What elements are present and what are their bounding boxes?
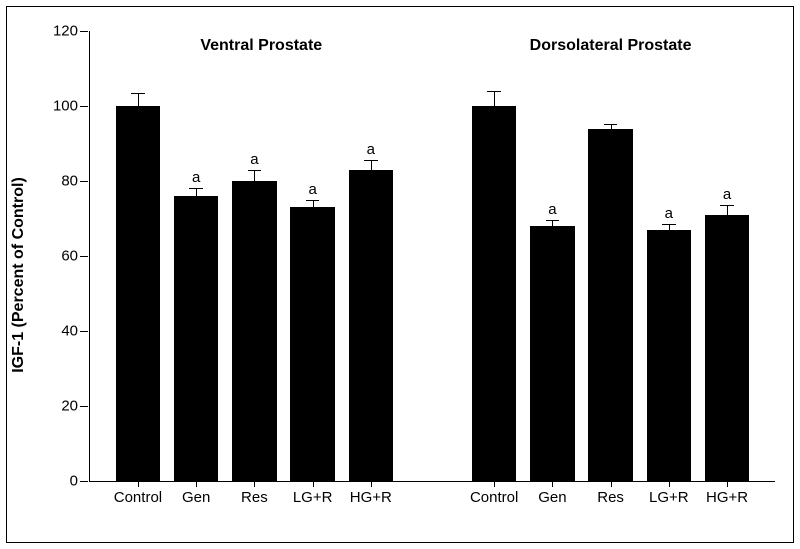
x-tick [371,481,372,487]
chart-frame: IGF-1 (Percent of Control) Ventral Prost… [6,6,794,543]
y-tick [80,31,88,32]
error-bar-stem [254,170,255,181]
x-tick [669,481,670,487]
group-title: Ventral Prostate [200,37,322,55]
x-tick-label: LG+R [649,489,689,506]
error-bar-cap [546,220,560,221]
x-tick-label: LG+R [293,489,333,506]
group-title: Dorsolateral Prostate [530,37,692,55]
plot-area: Ventral ProstateControlaGenaResaLG+RaHG+… [89,31,775,482]
bar [472,106,517,481]
significance-label: a [192,169,200,186]
significance-label: a [250,151,258,168]
bar [349,170,394,481]
y-tick-label: 0 [40,473,78,490]
bar [290,207,335,481]
bar [530,226,575,481]
bar [705,215,750,481]
significance-label: a [548,201,556,218]
x-tick [494,481,495,487]
y-tick-label: 60 [40,248,78,265]
error-bar-stem [727,205,728,215]
chart-container: IGF-1 (Percent of Control) Ventral Prost… [0,0,800,549]
error-bar-cap [248,170,262,171]
y-tick [80,481,88,482]
y-tick-label: 100 [40,98,78,115]
y-tick-label: 120 [40,23,78,40]
x-tick-label: Gen [538,489,566,506]
error-bar-cap [487,91,501,92]
x-tick [196,481,197,487]
bar [116,106,161,481]
bar [588,129,633,482]
y-tick [80,256,88,257]
x-tick-label: Gen [182,489,210,506]
x-tick [313,481,314,487]
x-tick [552,481,553,487]
y-tick [80,181,88,182]
y-tick-label: 20 [40,398,78,415]
y-tick [80,106,88,107]
x-tick-label: Res [597,489,624,506]
significance-label: a [723,186,731,203]
y-tick [80,331,88,332]
y-tick [80,406,88,407]
x-tick [727,481,728,487]
error-bar-cap [662,224,676,225]
error-bar-stem [494,91,495,106]
y-axis-title: IGF-1 (Percent of Control) [10,177,28,373]
error-bar-cap [364,160,378,161]
error-bar-cap [189,188,203,189]
plot-inner: Ventral ProstateControlaGenaResaLG+RaHG+… [90,31,775,481]
significance-label: a [308,181,316,198]
x-tick [254,481,255,487]
y-tick-label: 80 [40,173,78,190]
x-tick-label: Control [470,489,518,506]
bar [174,196,219,481]
error-bar-stem [313,200,314,208]
x-tick-label: Res [241,489,268,506]
x-tick-label: HG+R [350,489,392,506]
error-bar-cap [131,93,145,94]
x-tick [138,481,139,487]
error-bar-stem [196,188,197,196]
error-bar-cap [720,205,734,206]
x-tick-label: Control [114,489,162,506]
bar [647,230,692,481]
x-tick-label: HG+R [706,489,748,506]
error-bar-cap [306,200,320,201]
error-bar-cap [604,124,618,125]
error-bar-stem [371,160,372,169]
bar [232,181,277,481]
x-tick [611,481,612,487]
y-tick-label: 40 [40,323,78,340]
error-bar-stem [138,93,139,106]
significance-label: a [367,141,375,158]
significance-label: a [665,205,673,222]
